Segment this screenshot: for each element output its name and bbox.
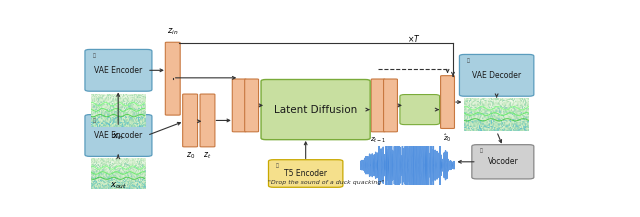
Text: $x_{out}$: $x_{out}$ [109,180,127,191]
FancyBboxPatch shape [383,79,397,132]
Text: $z_t$: $z_t$ [204,150,212,161]
FancyBboxPatch shape [232,79,246,132]
FancyBboxPatch shape [244,79,259,132]
Text: "Drop the sound of a duck quacking": "Drop the sound of a duck quacking" [269,180,385,185]
Text: $z_{in}$: $z_{in}$ [167,26,179,37]
FancyBboxPatch shape [261,79,370,140]
Text: $x_{in}$: $x_{in}$ [112,131,124,142]
Text: $\times T$: $\times T$ [406,33,420,44]
Text: ⚿: ⚿ [92,118,95,123]
FancyBboxPatch shape [472,145,534,179]
FancyBboxPatch shape [460,54,534,96]
FancyBboxPatch shape [269,160,343,187]
FancyBboxPatch shape [371,79,385,132]
Text: $z_0$: $z_0$ [186,150,195,161]
Text: ⚿: ⚿ [467,58,470,63]
FancyBboxPatch shape [440,76,454,128]
Text: ⚿: ⚿ [276,163,279,168]
Text: VAE Encoder: VAE Encoder [94,131,143,140]
FancyBboxPatch shape [182,94,198,147]
Text: VAE Decoder: VAE Decoder [472,71,521,80]
FancyBboxPatch shape [400,95,440,125]
FancyBboxPatch shape [200,94,215,147]
FancyBboxPatch shape [85,49,152,91]
FancyBboxPatch shape [165,42,180,115]
FancyBboxPatch shape [85,115,152,156]
Text: VAE Encoder: VAE Encoder [94,66,143,75]
Text: $z_{t-1}$: $z_{t-1}$ [370,135,386,145]
Text: $\hat{z}_0$: $\hat{z}_0$ [444,132,452,144]
Text: T5 Encoder: T5 Encoder [284,169,327,178]
Text: ⚿: ⚿ [479,148,482,153]
Text: Latent Diffusion: Latent Diffusion [274,105,357,115]
Text: Vocoder: Vocoder [488,157,518,166]
Text: ⚿: ⚿ [92,53,95,58]
